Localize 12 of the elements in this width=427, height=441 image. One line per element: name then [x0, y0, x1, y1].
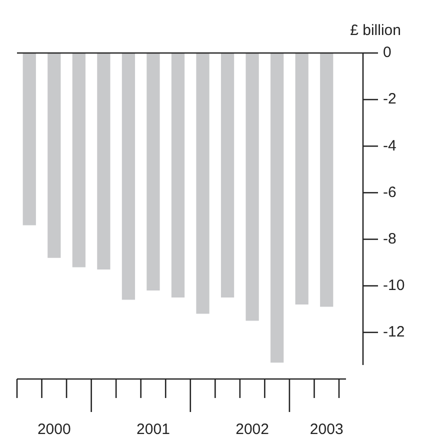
x-tick-label: 2002 — [236, 421, 269, 438]
y-axis-title: £ billion — [350, 22, 401, 39]
y-tick-label: -8 — [383, 230, 396, 248]
y-tick-label: -6 — [383, 184, 396, 201]
y-tick-label: -2 — [383, 90, 396, 108]
y-tick-label: 0 — [383, 44, 392, 62]
x-tick-label: 2001 — [136, 421, 170, 438]
y-tick-label: -4 — [383, 137, 396, 154]
x-tick-label: 2003 — [310, 421, 344, 438]
y-tick-label: -12 — [383, 324, 405, 341]
y-tick-label: -10 — [383, 276, 405, 294]
x-tick-label: 2000 — [37, 421, 71, 438]
